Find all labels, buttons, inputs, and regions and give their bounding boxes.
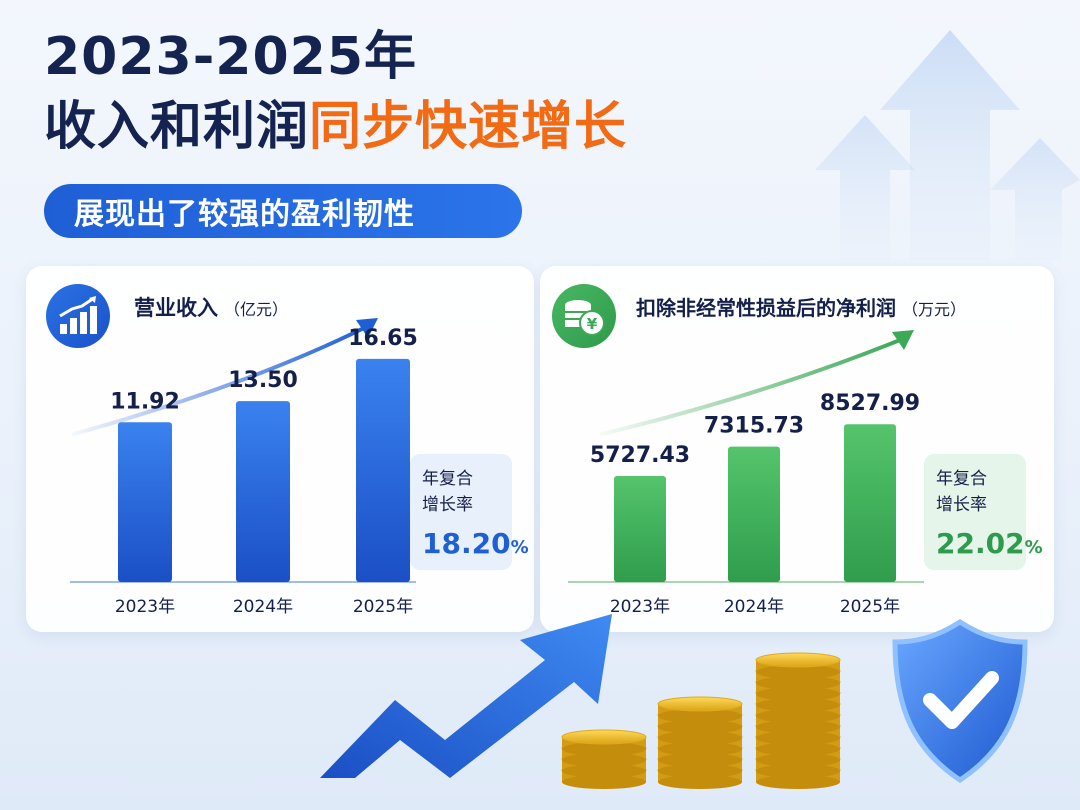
revenue-unit: （亿元） bbox=[224, 300, 289, 319]
profit-unit: （万元） bbox=[902, 300, 967, 319]
profit-title-text: 扣除非经常性损益后的净利润 bbox=[636, 296, 896, 320]
x-tick-label: 2024年 bbox=[233, 597, 293, 617]
bar-2025年 bbox=[356, 358, 410, 582]
title-dark-part: 收入和利润 bbox=[44, 97, 310, 157]
cagr-value: 18.20% bbox=[422, 526, 529, 560]
cagr-percent-sign: % bbox=[1024, 536, 1043, 558]
trend-arrow-line bbox=[600, 338, 902, 436]
bar-2023年 bbox=[614, 476, 666, 582]
svg-text:¥: ¥ bbox=[587, 315, 598, 333]
subtitle-badge: 展现出了较强的盈利韧性 bbox=[44, 184, 522, 238]
revenue-panel: 营业收入 （亿元） 11.92 2023年 13.50 2024年 16.65 2025年 … bbox=[26, 266, 534, 632]
cagr-label: 年复合增长率 bbox=[936, 469, 987, 516]
bar-value-label: 8527.99 bbox=[820, 391, 920, 416]
bar-2024年 bbox=[236, 401, 290, 582]
trend-arrow-head bbox=[892, 330, 914, 350]
revenue-cagr-box: 年复合增长率 18.20% bbox=[410, 454, 529, 570]
x-tick-label: 2023年 bbox=[115, 597, 175, 617]
page-title-line2: 收入和利润同步快速增长 bbox=[44, 97, 628, 158]
x-tick-label: 2024年 bbox=[724, 597, 784, 617]
background-up-arrows-icon bbox=[815, 30, 1080, 260]
profit-bar-chart: 5727.43 2023年 7315.73 2024年 8527.99 2025年 bbox=[568, 330, 924, 617]
shield-check-icon bbox=[892, 619, 1028, 784]
gold-coin-stacks-icon bbox=[561, 652, 841, 789]
coins-yuan-icon: ¥ bbox=[552, 284, 616, 348]
bar-value-label: 7315.73 bbox=[704, 414, 804, 439]
x-tick-label: 2025年 bbox=[840, 597, 900, 617]
bar-value-label: 13.50 bbox=[228, 368, 298, 393]
cagr-label: 年复合增长率 bbox=[422, 469, 473, 516]
bar-2023年 bbox=[118, 422, 172, 582]
revenue-panel-title: 营业收入 （亿元） bbox=[134, 292, 288, 322]
revenue-title-text: 营业收入 bbox=[134, 296, 218, 320]
bar-2024年 bbox=[728, 446, 780, 582]
x-tick-label: 2025年 bbox=[353, 597, 413, 617]
bar-chart-growth-icon bbox=[46, 284, 110, 348]
profit-panel: ¥ 扣除非经常性损益后的净利润 （万元） 5727.43 2023年 7315.73 2… bbox=[540, 266, 1054, 632]
bar-2025年 bbox=[844, 424, 896, 582]
x-tick-label: 2023年 bbox=[610, 597, 670, 617]
growth-zigzag-arrow-icon bbox=[320, 614, 612, 778]
revenue-bar-chart: 11.92 2023年 13.50 2024年 16.65 2025年 bbox=[70, 318, 418, 617]
cagr-value: 22.02% bbox=[936, 526, 1043, 560]
trend-arrow-head bbox=[356, 318, 378, 338]
bar-value-label: 5727.43 bbox=[590, 443, 690, 468]
trend-arrow-line bbox=[72, 326, 366, 436]
title-accent-part: 同步快速增长 bbox=[309, 97, 628, 157]
profit-panel-title: 扣除非经常性损益后的净利润 （万元） bbox=[636, 292, 966, 321]
page-title-line1: 2023-2025年 bbox=[44, 27, 418, 87]
profit-cagr-box: 年复合增长率 22.02% bbox=[924, 454, 1043, 570]
cagr-percent-sign: % bbox=[510, 536, 529, 558]
cagr-number: 22.02 bbox=[936, 526, 1025, 560]
cagr-number: 18.20 bbox=[422, 526, 511, 560]
bottom-decoration bbox=[320, 614, 1028, 789]
bar-value-label: 16.65 bbox=[348, 326, 418, 351]
bar-value-label: 11.92 bbox=[110, 389, 180, 414]
